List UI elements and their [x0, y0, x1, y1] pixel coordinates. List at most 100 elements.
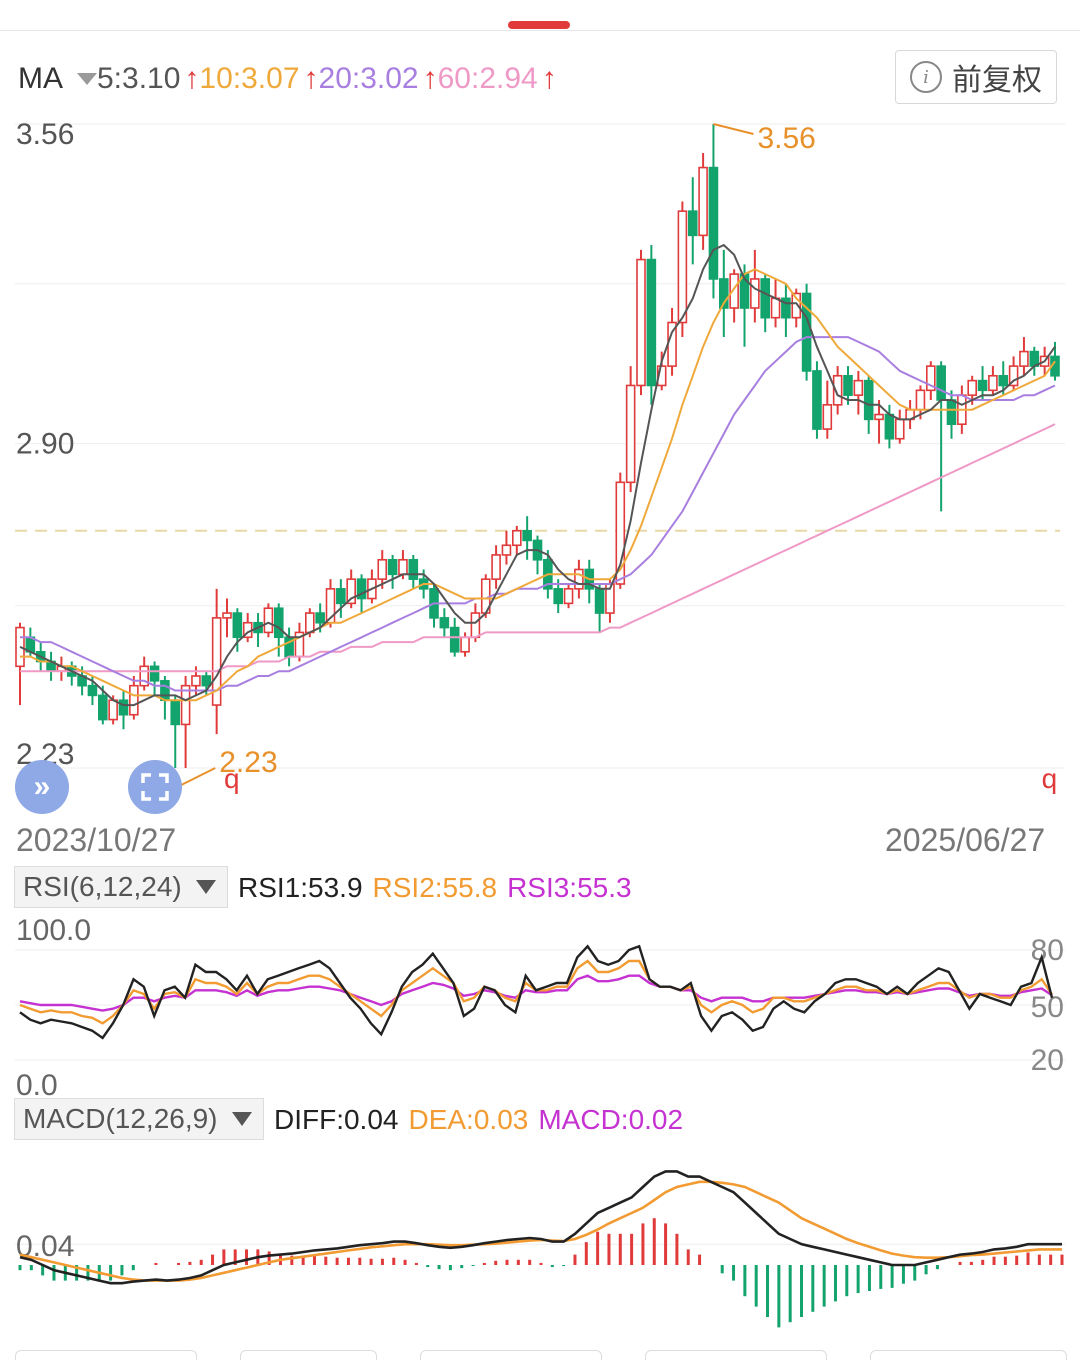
candle-body [408, 558, 419, 580]
bottom-tab[interactable] [15, 1350, 197, 1360]
up-arrow-icon: ↑ [303, 62, 319, 95]
rsi-y-bottom-label: 0.0 [16, 1069, 58, 1100]
candle-body [191, 675, 201, 687]
up-arrow-icon: ↑ [422, 62, 438, 95]
chevron-down-icon [195, 880, 216, 894]
bottom-tab[interactable] [420, 1350, 602, 1360]
candle-body [843, 374, 853, 396]
rsi-label: RSI(6,12,24) [23, 871, 182, 902]
candle-body [1008, 365, 1019, 387]
y-axis-mid-label: 2.90 [16, 428, 74, 461]
candle-body [449, 626, 460, 653]
candle-body [387, 558, 398, 576]
candle-body [770, 297, 781, 319]
candle-body [336, 588, 346, 605]
rsi-y-top-label: 100.0 [16, 914, 91, 947]
candle-body [460, 636, 470, 653]
candle-body [698, 166, 708, 237]
rsi1-line [19, 944, 1054, 1040]
candle-body [729, 273, 739, 309]
candle-body [398, 558, 408, 576]
bottom-tab[interactable] [645, 1350, 827, 1360]
macd-values: DIFF:0.04 DEA:0.03 MACD:0.02 [274, 1104, 683, 1136]
bottom-tab[interactable] [240, 1350, 377, 1360]
expand-glyph [141, 773, 169, 801]
ma5-line [19, 243, 1056, 707]
candle-body [915, 389, 926, 411]
double-chevron-right-icon[interactable]: » [15, 760, 69, 814]
top-tab-bar [0, 0, 1080, 31]
rsi-chart: 100.0 0.0 80 50 20 [15, 914, 1065, 1100]
candle-body [574, 568, 584, 590]
candle-body [491, 554, 501, 580]
ma10-line [20, 268, 1056, 702]
up-arrow-icon: ↑ [541, 62, 557, 95]
candle-body [760, 278, 771, 319]
diff-line [19, 1170, 1062, 1285]
candle-body [501, 544, 512, 556]
macd-indicator-select[interactable]: MACD(12,26,9) [14, 1098, 264, 1140]
low-annotation-label: 2.23 [219, 746, 277, 779]
candle-body [946, 399, 957, 426]
candle-body [377, 558, 388, 580]
candle-body [936, 365, 946, 401]
high-annotation-label: 3.56 [757, 122, 815, 155]
candle-body [646, 258, 657, 387]
rsi-indicator-select[interactable]: RSI(6,12,24) [14, 866, 228, 908]
ma-indicator-select[interactable]: MA [18, 62, 97, 96]
bottom-tab[interactable] [870, 1350, 1067, 1360]
candle-body [211, 617, 222, 706]
candle-body [863, 379, 874, 421]
macd-value: MACD:0.02 [538, 1104, 684, 1135]
rsi-level-50-label: 50 [1031, 991, 1064, 1024]
y-axis-max-label: 3.56 [16, 118, 74, 151]
end-date-label: 2025/06/27 [885, 822, 1046, 858]
candle-body [356, 578, 367, 600]
rsi-level-20-label: 20 [1031, 1044, 1064, 1077]
candle-body [615, 481, 626, 585]
ma20-value: 20:3.02 [318, 62, 419, 95]
rsi2-value: RSI2:55.8 [372, 872, 498, 903]
candle-body [263, 607, 274, 634]
macd-chart: 0.04 [15, 1170, 1065, 1328]
candle-body [1019, 350, 1029, 367]
candle-body [439, 617, 450, 629]
ma60-line [20, 423, 1056, 673]
active-tab-indicator [508, 21, 570, 29]
candle-body [98, 694, 108, 721]
candle-body [781, 297, 791, 319]
event-marker: q [1042, 763, 1058, 794]
price-chart[interactable]: 3.562.902.233.562.23q q [0, 110, 1080, 820]
candle-body [832, 374, 843, 406]
ma60-value: 60:2.94 [437, 62, 538, 95]
ma-legend: MA 5:3.10 ↑ 10:3.07 ↑ 20:3.02 ↑ 60:2.94 … [18, 58, 557, 100]
candle-body [553, 588, 564, 605]
event-marker: q [224, 763, 240, 794]
candle-body [273, 607, 284, 639]
candle-body [791, 292, 802, 319]
rsi1-value: RSI1:53.9 [238, 872, 363, 903]
candle-body [967, 379, 978, 396]
diff-value: DIFF:0.04 [274, 1104, 399, 1135]
candle-body [139, 665, 149, 687]
candle-body [874, 413, 884, 421]
candle-body [511, 529, 522, 547]
up-arrow-icon: ↑ [184, 62, 200, 95]
candle-body [812, 370, 822, 430]
candle-body [160, 680, 170, 702]
ma-label: MA [18, 62, 63, 95]
candle-body [988, 374, 998, 392]
chevron-down-icon [231, 1112, 252, 1126]
candle-body [470, 612, 481, 639]
candle-body [998, 374, 1009, 387]
high-annotation-line [713, 123, 754, 135]
price-adjust-label: 前复权 [952, 64, 1042, 97]
start-date-label: 2023/10/27 [16, 822, 177, 858]
expand-icon[interactable] [128, 760, 182, 814]
price-adjust-button[interactable]: i 前复权 [895, 50, 1057, 104]
rsi-level-80-label: 80 [1031, 934, 1064, 967]
candle-body [636, 258, 646, 387]
candle-body [853, 379, 864, 396]
candle-body [170, 699, 181, 726]
candle-body [563, 588, 574, 605]
